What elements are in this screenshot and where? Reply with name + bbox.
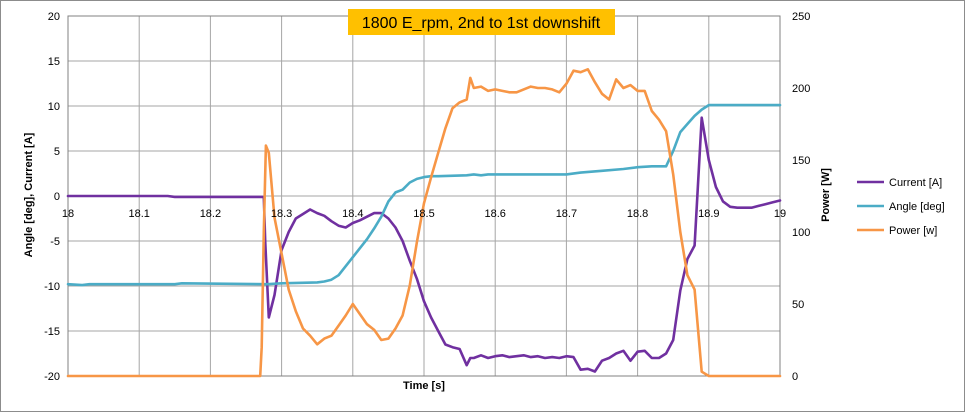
y-axis-left-title: Angle [deg], Current [A]	[23, 132, 35, 257]
y-right-tick-label: 50	[792, 299, 804, 311]
chart-title-background	[348, 9, 615, 35]
y-left-tick-label: 5	[54, 146, 60, 158]
x-tick-label: 18.2	[200, 208, 221, 220]
x-tick-label: 18.5	[413, 208, 434, 220]
y-left-tick-label: 10	[48, 101, 60, 113]
y-left-tick-label: -10	[44, 281, 60, 293]
y-axis-right-title: Power [W]	[820, 168, 832, 222]
x-axis-ticks: 18 18.1 18.2 18.3 18.4 18.5 18.6 18.7 18.8 18.9 19	[62, 208, 786, 220]
x-tick-label: 18	[62, 208, 74, 220]
x-axis-title: Time [s]	[403, 380, 445, 392]
series-line-current-a	[66, 116, 782, 373]
y-right-tick-label: 250	[792, 11, 810, 23]
legend-label: Angle [deg]	[889, 201, 945, 213]
y-right-tick-label: 150	[792, 155, 810, 167]
legend: Current [A] Angle [deg] Power [w]	[857, 177, 945, 237]
series-layer	[66, 68, 782, 378]
y-left-tick-label: 20	[48, 11, 60, 23]
legend-label: Power [w]	[889, 225, 937, 237]
y-right-tick-label: 0	[792, 371, 798, 383]
legend-label: Current [A]	[889, 177, 942, 189]
x-tick-label: 18.3	[271, 208, 292, 220]
x-tick-label: 18.9	[698, 208, 719, 220]
series-line-power-w	[66, 68, 782, 378]
y-left-tick-label: -5	[50, 236, 60, 248]
y-right-tick-label: 100	[792, 227, 810, 239]
x-tick-label: 18.6	[484, 208, 505, 220]
y-left-tick-label: -15	[44, 326, 60, 338]
chart-title: 1800 E_rpm, 2nd to 1st downshift	[362, 15, 601, 32]
y-left-tick-label: 15	[48, 56, 60, 68]
x-tick-label: 18.7	[556, 208, 577, 220]
x-tick-label: 18.4	[342, 208, 363, 220]
x-tick-label: 19	[774, 208, 786, 220]
y-left-tick-label: 0	[54, 191, 60, 203]
y-right-tick-label: 200	[792, 83, 810, 95]
y-left-tick-label: -20	[44, 371, 60, 383]
x-tick-label: 18.1	[128, 208, 149, 220]
y-axis-left-ticks: 20 15 10 5 0 -5 -10 -15 -20	[44, 11, 60, 383]
x-tick-label: 18.8	[627, 208, 648, 220]
y-axis-right-ticks: 250 200 150 100 50 0	[792, 11, 810, 383]
